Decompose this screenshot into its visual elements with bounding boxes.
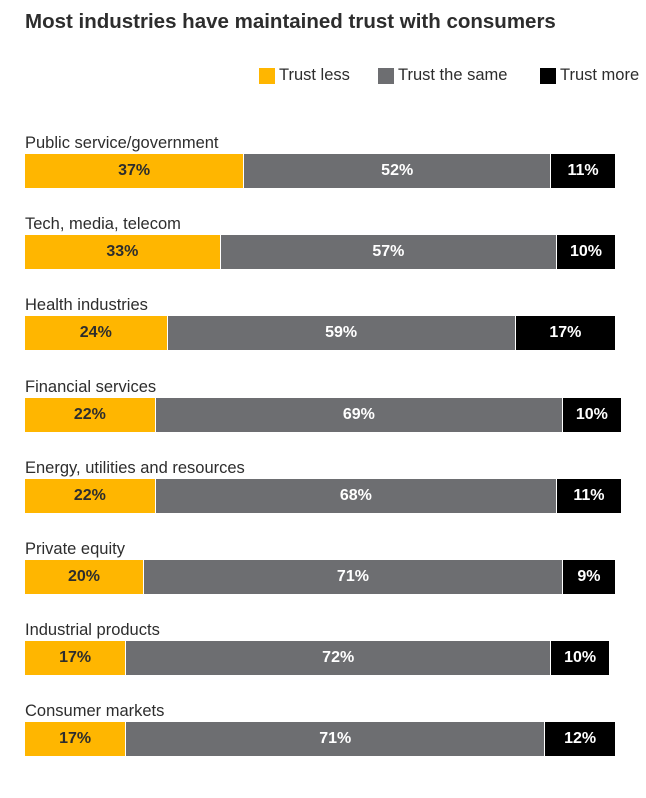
data-label: 68% (339, 486, 372, 504)
bar-segment-trust-more: 10% (561, 397, 621, 432)
bar-segment-trust-less: 37% (25, 154, 244, 188)
bar-segment-trust-same: 57% (219, 235, 556, 270)
category-label: Energy, utilities and resources (25, 458, 245, 477)
data-label: 10% (575, 405, 608, 423)
category-label: Financial services (25, 377, 157, 396)
bar-segment-trust-more: 12% (544, 722, 615, 757)
chart-title: Most industries have maintained trust wi… (25, 10, 556, 33)
data-label: 24% (79, 324, 112, 342)
data-label: 57% (372, 243, 405, 261)
stacked-bar: 17% 72% 10% (25, 641, 610, 676)
category-label: Consumer markets (25, 702, 165, 721)
stacked-bar: 33% 57% 10% (25, 235, 615, 270)
data-label: 22% (73, 486, 106, 504)
bar-segment-trust-more: 10% (555, 235, 615, 270)
bar-segment-trust-more: 17% (514, 316, 615, 351)
data-label: 59% (325, 324, 358, 342)
data-label: 33% (106, 243, 139, 261)
category-label: Industrial products (25, 621, 160, 640)
data-label: 11% (567, 162, 599, 179)
data-label: 10% (569, 243, 602, 261)
legend: Trust less Trust the same Trust more (0, 66, 646, 88)
data-label: 22% (73, 405, 106, 423)
stacked-bar: 37% 52% 11% (25, 154, 615, 188)
bar-segment-trust-same: 71% (125, 722, 545, 757)
bar-segment-trust-same: 69% (154, 397, 562, 432)
bar-segment-trust-more: 10% (550, 641, 610, 676)
legend-swatch-trust-less (259, 67, 275, 84)
bar-segment-trust-same: 71% (143, 560, 562, 594)
data-label: 37% (118, 162, 151, 179)
category-label: Tech, media, telecom (25, 215, 181, 234)
legend-item-trust-more: Trust more (540, 66, 639, 85)
bar-segment-trust-same: 59% (166, 316, 515, 351)
data-label: 69% (342, 405, 375, 423)
bar-segment-trust-more: 11% (555, 478, 621, 513)
data-label: 12% (564, 730, 597, 748)
legend-label-trust-same: Trust the same (398, 66, 508, 84)
legend-label-trust-more: Trust more (560, 66, 640, 84)
stacked-bar: 24% 59% 17% (25, 316, 615, 351)
legend-item-trust-less: Trust less (259, 66, 350, 85)
bar-segment-trust-more: 11% (550, 154, 615, 188)
data-label: 11% (573, 486, 605, 504)
category-label: Health industries (25, 296, 148, 315)
category-label: Private equity (25, 540, 125, 558)
data-label: 17% (59, 730, 92, 748)
data-label: 20% (67, 568, 101, 585)
bar-segment-trust-less: 24% (25, 316, 167, 351)
bar-segment-trust-less: 22% (25, 478, 155, 513)
bar-segment-trust-same: 68% (154, 478, 556, 513)
stacked-bar: 17% 71% 12% (25, 722, 615, 757)
stacked-bar: 22% 68% 11% (25, 478, 621, 513)
bar-segment-trust-less: 33% (25, 235, 220, 270)
legend-swatch-trust-more (540, 67, 556, 84)
category-label: Public service/government (25, 134, 219, 152)
bar-segment-trust-less: 22% (25, 397, 155, 432)
legend-label-trust-less: Trust less (279, 66, 350, 84)
data-label: 17% (59, 649, 92, 667)
bar-segment-trust-less: 20% (25, 560, 143, 594)
legend-item-trust-same: Trust the same (378, 66, 507, 85)
bar-segment-trust-same: 52% (243, 154, 551, 188)
data-label: 52% (381, 162, 414, 179)
bar-segment-trust-more: 9% (561, 560, 615, 594)
stacked-bar: 22% 69% 10% (25, 397, 621, 432)
data-label: 10% (564, 649, 597, 667)
stacked-bar: 20% 71% 9% (25, 560, 615, 594)
data-label: 17% (549, 324, 582, 342)
legend-swatch-trust-same (378, 67, 394, 84)
bar-segment-trust-same: 72% (125, 641, 551, 676)
bar-segment-trust-less: 17% (25, 722, 126, 757)
data-label: 71% (336, 568, 369, 585)
data-label: 72% (322, 649, 355, 667)
data-label: 71% (319, 730, 352, 748)
data-label: 9% (577, 568, 601, 585)
bar-segment-trust-less: 17% (25, 641, 126, 676)
